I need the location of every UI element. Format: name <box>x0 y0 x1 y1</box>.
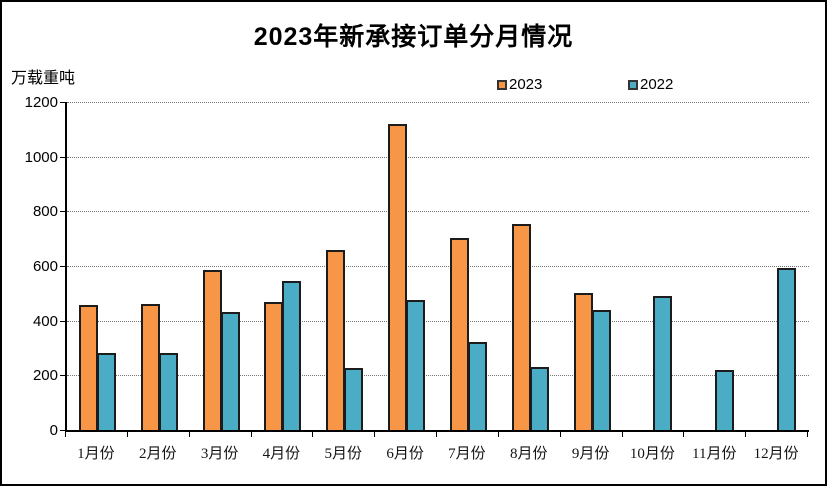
x-axis-tick-mark <box>251 432 252 437</box>
bar-2022-10月份 <box>653 296 673 430</box>
y-axis-tick-mark <box>60 211 65 213</box>
x-axis-tick-mark <box>127 432 128 437</box>
y-axis-tick-mark <box>60 430 65 431</box>
y-axis-unit-label: 万载重吨 <box>11 70 76 87</box>
chart-title: 2023年新承接订单分月情况 <box>253 23 574 51</box>
bar-2023-4月份 <box>264 302 284 430</box>
y-axis-tick-label: 400 <box>32 312 58 330</box>
y-axis-tick-mark <box>60 320 65 322</box>
bar-2023-8月份 <box>511 224 531 430</box>
y-axis-tick-label: 0 <box>49 422 58 439</box>
x-axis-tick-label: 2月份 <box>138 446 177 462</box>
y-axis-tick-mark <box>60 375 65 377</box>
x-axis-tick-mark <box>189 432 190 437</box>
x-axis-tick-mark <box>374 432 375 437</box>
plot-area <box>65 102 809 432</box>
bar-2022-6月份 <box>406 300 426 430</box>
bar-2022-4月份 <box>282 281 302 430</box>
x-axis-tick-label: 3月份 <box>200 446 239 462</box>
x-axis-tick-label: 7月份 <box>448 446 486 462</box>
bar-2023-7月份 <box>449 238 469 430</box>
x-axis-tick-label: 8月份 <box>509 446 548 462</box>
x-axis-tick-mark <box>683 432 684 437</box>
legend-item-2023: 2023 <box>497 76 542 93</box>
bar-2023-6月份 <box>388 124 408 430</box>
y-axis-tick-mark <box>60 102 65 103</box>
y-axis-tick-label: 200 <box>32 367 58 385</box>
gridline-200 <box>67 375 809 377</box>
bar-2022-5月份 <box>344 368 364 430</box>
y-axis-tick-label: 1200 <box>24 94 58 111</box>
bar-2022-7月份 <box>467 342 487 430</box>
bar-2023-2月份 <box>140 304 160 430</box>
x-axis-tick-mark <box>622 432 623 437</box>
x-axis-tick-label: 5月份 <box>324 446 362 462</box>
y-axis-tick-label: 800 <box>32 203 58 221</box>
legend-swatch-2023-icon <box>497 79 507 90</box>
bar-2022-12月份 <box>777 268 797 430</box>
x-axis-tick-mark <box>807 432 808 437</box>
bar-2022-3月份 <box>220 312 240 430</box>
legend-label-2022: 2022 <box>640 76 674 93</box>
bar-2023-9月份 <box>573 293 593 430</box>
x-axis-tick-mark <box>745 432 746 437</box>
bar-2022-1月份 <box>96 353 116 430</box>
gridline-1200 <box>67 102 809 103</box>
gridline-400 <box>67 320 809 322</box>
bar-2022-2月份 <box>158 353 178 430</box>
x-axis-tick-label: 12月份 <box>753 446 799 462</box>
bar-2022-9月份 <box>591 310 611 430</box>
x-axis-tick-mark <box>498 432 499 437</box>
x-axis-tick-label: 4月份 <box>262 446 301 462</box>
x-axis-tick-mark <box>312 432 313 437</box>
x-axis-tick-label: 1月份 <box>77 446 115 462</box>
x-axis-tick-mark <box>560 432 561 437</box>
x-axis-tick-label: 6月份 <box>386 446 424 462</box>
y-axis-tick-label: 600 <box>32 258 58 275</box>
gridline-600 <box>67 266 809 267</box>
legend-label-2023: 2023 <box>509 76 543 93</box>
x-axis-tick-label: 9月份 <box>571 446 610 462</box>
x-axis-tick-mark <box>65 432 66 437</box>
y-axis-tick-mark <box>60 156 65 158</box>
y-axis-tick-label: 1000 <box>24 148 58 166</box>
x-axis-tick-label: 11月份 <box>692 446 737 462</box>
legend-item-2022: 2022 <box>628 76 673 93</box>
x-axis-tick-mark <box>436 432 437 437</box>
legend-swatch-2022-icon <box>628 79 638 90</box>
bar-2023-1月份 <box>78 305 98 430</box>
gridline-1000 <box>67 156 809 158</box>
x-axis-tick-label: 10月份 <box>629 446 675 462</box>
bar-2022-8月份 <box>529 367 549 430</box>
bar-2022-11月份 <box>715 370 735 430</box>
gridline-800 <box>67 211 809 213</box>
bar-2023-3月份 <box>202 270 222 430</box>
y-axis-tick-mark <box>60 266 65 267</box>
bar-2023-5月份 <box>326 250 346 430</box>
